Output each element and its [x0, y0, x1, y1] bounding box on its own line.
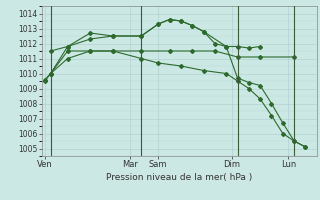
- X-axis label: Pression niveau de la mer( hPa ): Pression niveau de la mer( hPa ): [106, 173, 252, 182]
